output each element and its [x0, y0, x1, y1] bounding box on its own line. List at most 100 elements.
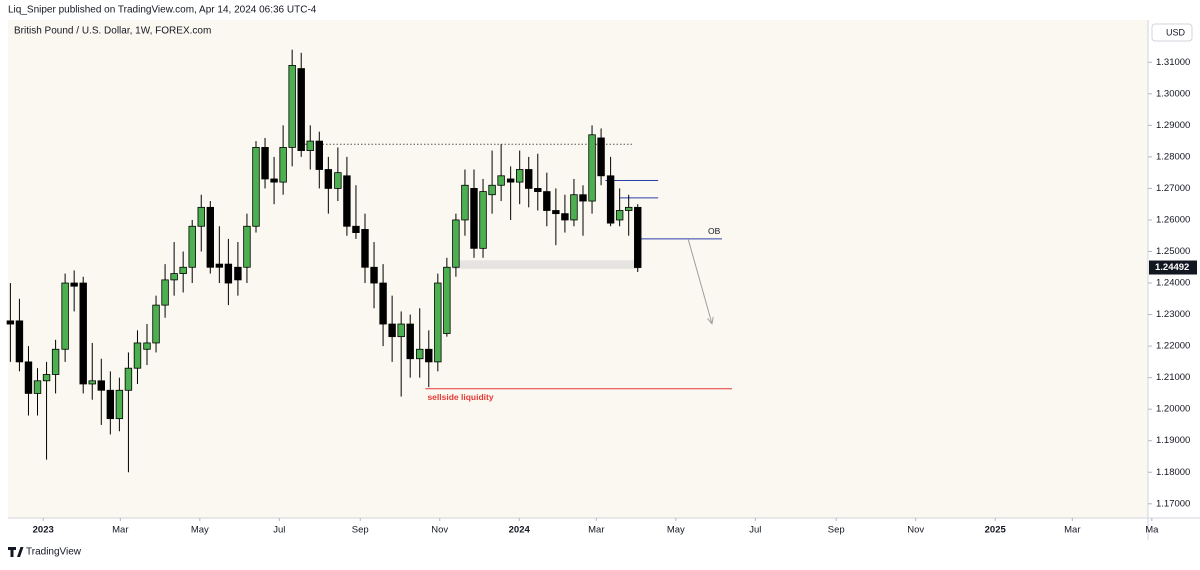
y-tick-label: 1.24000 — [1156, 278, 1190, 289]
x-tick-label: Nov — [907, 525, 924, 536]
candle-body — [152, 304, 160, 344]
candle-body — [143, 342, 151, 350]
y-tick-label: 1.25000 — [1156, 246, 1190, 257]
y-tick-label: 1.31000 — [1156, 57, 1190, 68]
candle-body — [452, 219, 460, 268]
candle-body — [324, 169, 333, 189]
candle-body — [252, 147, 260, 227]
candle-body — [15, 320, 24, 363]
arrow — [687, 239, 713, 324]
x-tick-label: Mar — [1064, 525, 1080, 536]
y-tick-label: 1.21000 — [1156, 372, 1190, 383]
candle-body — [343, 175, 351, 227]
candle-body — [579, 194, 587, 202]
candle-body — [624, 206, 633, 211]
candle-body — [179, 266, 187, 274]
price-label: 1.24492 — [1155, 262, 1189, 273]
candle-body — [588, 134, 596, 202]
candle-body — [70, 282, 78, 287]
x-tick-label: Nov — [431, 525, 448, 536]
arrow-head — [706, 316, 714, 325]
candle-body — [315, 140, 323, 170]
y-tick-label: 1.23000 — [1156, 309, 1190, 320]
plot-area — [8, 20, 1148, 518]
currency-box — [1151, 23, 1193, 42]
level-label: OB — [708, 226, 721, 236]
x-tick-label: 2023 — [33, 525, 54, 536]
candle-body — [261, 147, 269, 180]
candle-body — [525, 169, 533, 189]
y-tick-label: 1.27000 — [1156, 183, 1190, 194]
y-tick-label: 1.22000 — [1156, 341, 1190, 352]
candle-body — [197, 206, 205, 227]
candle-body — [88, 380, 96, 385]
candle-body — [215, 263, 224, 268]
candle-body — [61, 282, 69, 350]
candle-body — [425, 348, 433, 363]
candle-body — [361, 229, 369, 268]
candle-body — [306, 140, 314, 151]
x-tick-label: Mar — [588, 525, 604, 536]
candle-body — [615, 210, 624, 221]
candle-body — [206, 206, 214, 268]
candle-body — [497, 175, 505, 186]
candle-body — [79, 282, 87, 385]
candle-body — [297, 68, 305, 151]
candle-body — [443, 266, 451, 334]
y-tick-label: 1.17000 — [1156, 498, 1190, 509]
candle-body — [570, 194, 578, 221]
candle-body — [597, 137, 605, 177]
candle-body — [161, 279, 169, 306]
x-tick-label: Mar — [112, 525, 128, 536]
currency: USD — [1166, 27, 1186, 37]
candle-body — [42, 374, 51, 382]
y-tick-label: 1.29000 — [1156, 120, 1190, 131]
chart-title: British Pound / U.S. Dollar, 1W, FOREX.c… — [14, 26, 211, 37]
header: Liq_Sniper published on TradingView.com,… — [8, 5, 317, 16]
candle-body — [370, 266, 378, 284]
footer-logo — [8, 547, 24, 557]
candle-body — [279, 147, 287, 183]
candle-body — [24, 361, 33, 394]
candle-body — [388, 323, 396, 338]
candle-body — [124, 367, 133, 391]
candle-body — [416, 348, 424, 360]
candle-body — [133, 342, 142, 369]
candle-body — [434, 282, 442, 363]
candle-body — [288, 65, 296, 148]
footer: TradingView — [26, 547, 82, 558]
candle-body — [243, 225, 251, 268]
candle-body — [115, 389, 124, 420]
candle-body — [224, 263, 233, 284]
x-tick-label: 2024 — [509, 525, 531, 536]
candle-body — [6, 320, 15, 325]
candle-body — [234, 266, 242, 281]
candle-body — [561, 213, 569, 221]
candle-body — [461, 184, 469, 221]
y-tick-label: 1.28000 — [1156, 151, 1190, 162]
candle-body — [506, 178, 515, 183]
candle-body — [188, 225, 196, 268]
candle-body — [479, 191, 487, 249]
y-tick-label: 1.20000 — [1156, 404, 1190, 415]
y-tick-label: 1.19000 — [1156, 435, 1190, 446]
candle-body — [170, 273, 178, 281]
candle-body — [606, 175, 615, 224]
candle-body — [634, 206, 642, 268]
y-tick-label: 1.18000 — [1156, 467, 1190, 478]
level-label: sellside liquidity — [427, 392, 493, 402]
candle-body — [534, 188, 542, 192]
y-tick-label: 1.26000 — [1156, 214, 1190, 225]
x-tick-label: 2025 — [985, 525, 1007, 536]
candle-body — [543, 191, 551, 211]
price-label-box — [1149, 260, 1197, 275]
x-tick-label: May — [191, 525, 209, 536]
x-tick-label: Sep — [352, 525, 369, 536]
candle-body — [552, 210, 560, 215]
candle-body — [51, 348, 60, 375]
candle-body — [406, 323, 414, 360]
x-tick-label: May — [667, 525, 685, 536]
candle-body — [33, 380, 42, 394]
candle-body — [270, 178, 278, 183]
